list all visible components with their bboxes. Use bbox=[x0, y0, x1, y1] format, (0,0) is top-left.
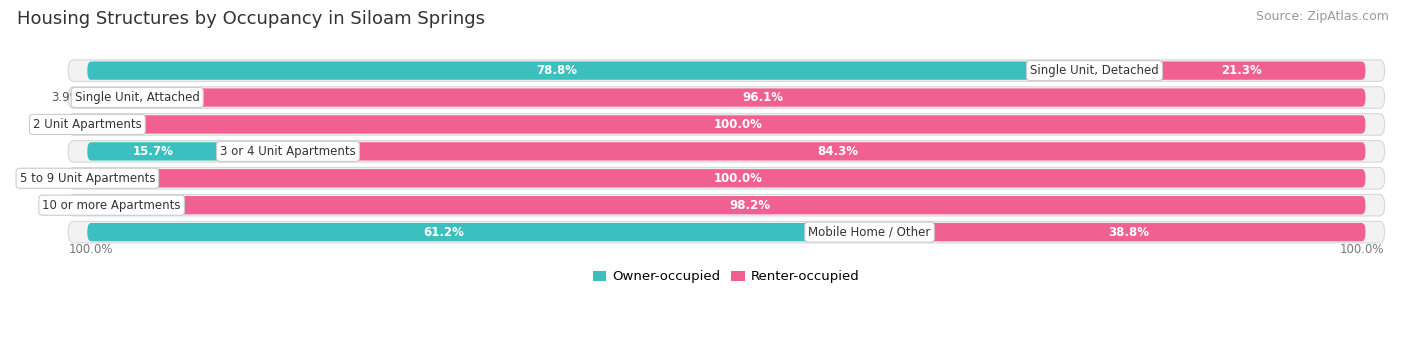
Text: 21.3%: 21.3% bbox=[1220, 64, 1261, 77]
Text: 3.9%: 3.9% bbox=[51, 91, 82, 104]
FancyBboxPatch shape bbox=[87, 61, 1094, 80]
Text: 3 or 4 Unit Apartments: 3 or 4 Unit Apartments bbox=[221, 145, 356, 158]
FancyBboxPatch shape bbox=[67, 167, 1385, 189]
Text: 10 or more Apartments: 10 or more Apartments bbox=[42, 199, 181, 212]
Text: 78.8%: 78.8% bbox=[536, 64, 576, 77]
FancyBboxPatch shape bbox=[138, 88, 1365, 107]
FancyBboxPatch shape bbox=[1094, 61, 1365, 80]
Text: 98.2%: 98.2% bbox=[730, 199, 770, 212]
FancyBboxPatch shape bbox=[87, 142, 288, 161]
Text: 96.1%: 96.1% bbox=[742, 91, 783, 104]
Legend: Owner-occupied, Renter-occupied: Owner-occupied, Renter-occupied bbox=[588, 265, 865, 289]
Text: 15.7%: 15.7% bbox=[132, 145, 173, 158]
FancyBboxPatch shape bbox=[87, 115, 1365, 134]
Text: 61.2%: 61.2% bbox=[423, 226, 464, 239]
FancyBboxPatch shape bbox=[67, 87, 1385, 108]
Text: Housing Structures by Occupancy in Siloam Springs: Housing Structures by Occupancy in Siloa… bbox=[17, 10, 485, 28]
Text: 0.0%: 0.0% bbox=[52, 118, 82, 131]
FancyBboxPatch shape bbox=[87, 223, 869, 241]
FancyBboxPatch shape bbox=[288, 142, 1365, 161]
Text: 2 Unit Apartments: 2 Unit Apartments bbox=[32, 118, 142, 131]
FancyBboxPatch shape bbox=[67, 140, 1385, 162]
Text: 100.0%: 100.0% bbox=[67, 243, 112, 256]
Text: Single Unit, Detached: Single Unit, Detached bbox=[1031, 64, 1159, 77]
Text: Mobile Home / Other: Mobile Home / Other bbox=[808, 226, 931, 239]
FancyBboxPatch shape bbox=[67, 221, 1385, 243]
Text: Single Unit, Attached: Single Unit, Attached bbox=[75, 91, 200, 104]
Text: 100.0%: 100.0% bbox=[713, 118, 762, 131]
FancyBboxPatch shape bbox=[87, 88, 138, 107]
FancyBboxPatch shape bbox=[111, 196, 1365, 214]
FancyBboxPatch shape bbox=[87, 169, 1365, 188]
Text: 100.0%: 100.0% bbox=[1340, 243, 1385, 256]
Text: 5 to 9 Unit Apartments: 5 to 9 Unit Apartments bbox=[20, 172, 155, 185]
Text: Source: ZipAtlas.com: Source: ZipAtlas.com bbox=[1256, 10, 1389, 23]
Text: 84.3%: 84.3% bbox=[818, 145, 859, 158]
FancyBboxPatch shape bbox=[87, 196, 111, 214]
FancyBboxPatch shape bbox=[869, 223, 1365, 241]
Text: 100.0%: 100.0% bbox=[713, 172, 762, 185]
Text: 38.8%: 38.8% bbox=[1108, 226, 1150, 239]
Text: 1.9%: 1.9% bbox=[51, 199, 82, 212]
FancyBboxPatch shape bbox=[67, 60, 1385, 81]
FancyBboxPatch shape bbox=[67, 194, 1385, 216]
Text: 0.0%: 0.0% bbox=[52, 172, 82, 185]
FancyBboxPatch shape bbox=[67, 114, 1385, 135]
